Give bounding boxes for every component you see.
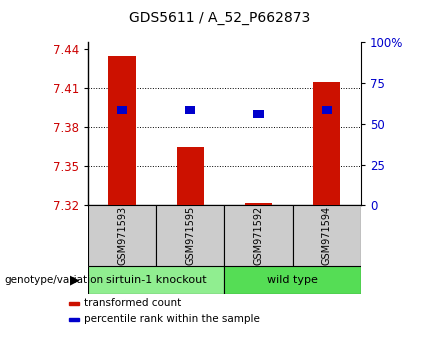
Text: GSM971595: GSM971595 (185, 206, 195, 265)
Bar (224, 205, 293, 266)
Text: sirtuin-1 knockout: sirtuin-1 knockout (106, 275, 206, 285)
Bar (245, 203, 272, 205)
Bar (253, 110, 264, 118)
Text: percentile rank within the sample: percentile rank within the sample (84, 314, 260, 324)
Text: GDS5611 / A_52_P662873: GDS5611 / A_52_P662873 (129, 11, 311, 25)
Bar (69, 318, 79, 321)
Bar (224, 266, 361, 294)
Text: GSM971594: GSM971594 (322, 206, 332, 265)
Bar (293, 205, 361, 266)
Bar (185, 106, 195, 114)
Text: transformed count: transformed count (84, 298, 181, 308)
Bar (69, 302, 79, 306)
Text: genotype/variation: genotype/variation (4, 275, 103, 285)
Bar (117, 106, 127, 114)
Bar (313, 81, 340, 205)
Text: ▶: ▶ (70, 273, 79, 286)
Bar (88, 266, 224, 294)
Bar (156, 205, 224, 266)
Text: wild type: wild type (267, 275, 318, 285)
Bar (322, 106, 332, 114)
Text: GSM971592: GSM971592 (253, 206, 264, 265)
Bar (176, 147, 204, 205)
Bar (108, 56, 136, 205)
Bar (88, 205, 156, 266)
Text: GSM971593: GSM971593 (117, 206, 127, 265)
